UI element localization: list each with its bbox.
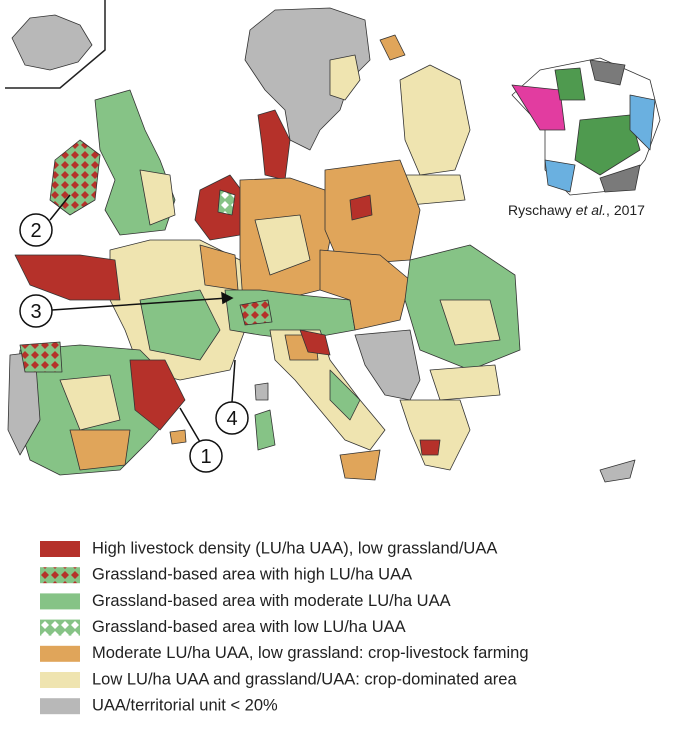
france-inset: Ryschawy et al., 2017	[508, 57, 661, 218]
legend-swatch	[40, 567, 80, 584]
legend-label: High livestock density (LU/ha UAA), low …	[92, 539, 497, 557]
legend-label: UAA/territorial unit < 20%	[92, 697, 278, 715]
callout-label: 4	[226, 408, 237, 430]
legend-label: Grassland-based area with low LU/ha UAA	[92, 618, 406, 636]
europe-map	[7, 7, 636, 483]
legend-swatch	[40, 698, 80, 715]
legend-swatch	[40, 593, 80, 610]
legend-label: Moderate LU/ha UAA, low grassland: crop-…	[92, 644, 529, 662]
legend-swatch	[40, 672, 80, 688]
legend-label: Low LU/ha UAA and grassland/UAA: crop-do…	[92, 670, 517, 688]
callout-4: 4	[215, 401, 249, 435]
callout-1: 1	[189, 439, 223, 473]
callout-label: 2	[30, 220, 41, 242]
citation-year: , 2017	[606, 202, 645, 218]
callout-label: 1	[200, 446, 211, 468]
citation: Ryschawy et al., 2017	[508, 202, 645, 218]
callouts	[49, 194, 236, 443]
callout-2: 2	[19, 213, 53, 247]
citation-etal: et al.	[576, 202, 606, 218]
legend-swatch	[40, 541, 80, 557]
legend-swatch	[40, 619, 80, 636]
legend: High livestock density (LU/ha UAA), low …	[40, 539, 529, 715]
callout-3: 3	[19, 294, 53, 328]
iceland-inset	[5, 0, 106, 89]
legend-swatch	[40, 645, 80, 662]
legend-label: Grassland-based area with high LU/ha UAA	[92, 566, 412, 584]
callout-label: 3	[30, 301, 41, 323]
citation-author: Ryschawy	[508, 202, 572, 218]
legend-label: Grassland-based area with moderate LU/ha…	[92, 592, 451, 610]
